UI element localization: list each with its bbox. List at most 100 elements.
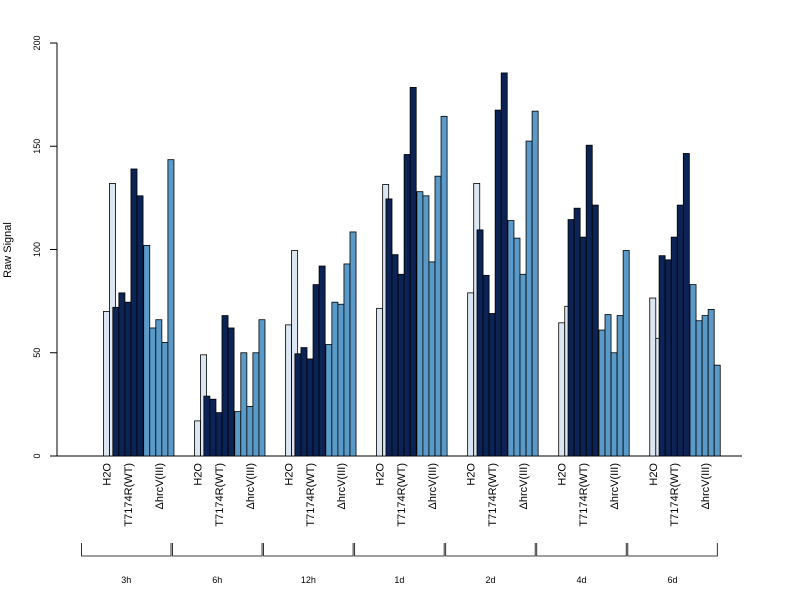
condition-labels: H2O T7174R(WT) ΔhrcV(III) H2O T7174R(WT) Δhrc… xyxy=(101,463,712,527)
y-tick-label: 0 xyxy=(32,453,42,458)
time-bracket xyxy=(263,543,354,557)
bar xyxy=(349,231,357,457)
bar xyxy=(130,168,138,457)
time-label: 12h xyxy=(301,575,316,585)
bar xyxy=(203,395,211,457)
condition-label: T7174R(WT) xyxy=(487,463,499,527)
bar xyxy=(664,259,672,457)
y-axis: 0 50 100 150 200 xyxy=(32,35,58,459)
bar xyxy=(707,308,715,457)
bar xyxy=(118,292,126,457)
bar xyxy=(240,352,248,457)
condition-label: ΔhrcV(III) xyxy=(154,463,166,509)
bar xyxy=(525,140,533,457)
bar xyxy=(604,314,612,457)
bar xyxy=(591,204,599,457)
bar xyxy=(103,311,110,457)
bar xyxy=(376,307,384,457)
bar xyxy=(312,284,320,457)
bar xyxy=(649,297,657,457)
bar xyxy=(300,347,308,457)
time-label: 4d xyxy=(576,575,586,585)
bar xyxy=(143,244,151,457)
bar xyxy=(155,319,163,457)
bar xyxy=(670,236,678,457)
y-tick-label: 100 xyxy=(32,242,42,257)
bar xyxy=(689,284,697,457)
bar xyxy=(124,301,132,457)
bar xyxy=(701,315,709,457)
condition-label: T7174R(WT) xyxy=(669,463,681,527)
bar xyxy=(713,364,721,457)
bar xyxy=(343,263,351,457)
condition-label: H2O xyxy=(101,463,113,486)
time-label: 2d xyxy=(485,575,495,585)
bar xyxy=(112,306,120,457)
time-bracket xyxy=(627,543,718,557)
condition-label: T7174R(WT) xyxy=(123,463,135,527)
time-brackets: 3h 6h 12h 1d 2d 4d 6d xyxy=(81,543,718,585)
bar xyxy=(331,301,339,457)
bar xyxy=(585,144,593,457)
bar xyxy=(482,274,490,457)
bar xyxy=(467,292,475,457)
bar xyxy=(285,324,292,457)
bar xyxy=(695,320,703,457)
bar xyxy=(391,254,399,457)
bar xyxy=(682,153,690,457)
condition-label: T7174R(WT) xyxy=(396,463,408,527)
condition-label: ΔhrcV(III) xyxy=(700,463,712,509)
condition-label: ΔhrcV(III) xyxy=(336,463,348,509)
bar xyxy=(513,237,521,457)
condition-label: T7174R(WT) xyxy=(214,463,226,527)
bar xyxy=(416,191,424,457)
time-bracket xyxy=(445,543,536,557)
time-bracket xyxy=(172,543,263,557)
condition-label: H2O xyxy=(466,463,478,486)
bar xyxy=(476,229,484,457)
bar xyxy=(227,327,235,457)
bar xyxy=(252,352,260,457)
bar xyxy=(434,175,442,457)
bar xyxy=(488,313,496,457)
bar xyxy=(318,265,326,457)
y-axis-title: Raw Signal xyxy=(2,222,14,278)
bar xyxy=(531,110,539,457)
bar xyxy=(658,255,666,457)
condition-label: ΔhrcV(III) xyxy=(427,463,439,509)
condition-label: T7174R(WT) xyxy=(578,463,590,527)
bar xyxy=(676,204,684,457)
y-tick-label: 200 xyxy=(32,35,42,50)
condition-label: T7174R(WT) xyxy=(305,463,317,527)
time-label: 6d xyxy=(668,575,678,585)
bar xyxy=(234,411,242,457)
bar xyxy=(616,315,624,457)
bar xyxy=(422,195,430,457)
bar xyxy=(161,342,169,457)
bars xyxy=(103,72,721,457)
bar xyxy=(610,352,618,457)
bar xyxy=(325,344,333,457)
bar xyxy=(519,273,527,457)
bar xyxy=(573,207,581,457)
bar xyxy=(494,109,502,457)
time-bracket xyxy=(536,543,627,557)
bar xyxy=(567,219,575,457)
condition-label: ΔhrcV(III) xyxy=(518,463,530,509)
bar xyxy=(385,198,393,457)
time-label: 1d xyxy=(394,575,404,585)
condition-label: ΔhrcV(III) xyxy=(245,463,257,509)
bar xyxy=(246,406,254,457)
bar xyxy=(258,319,266,457)
bar xyxy=(428,261,436,457)
bar xyxy=(306,358,314,457)
bar xyxy=(507,220,515,457)
condition-label: H2O xyxy=(284,463,296,486)
bar xyxy=(215,412,223,457)
time-label: 3h xyxy=(121,575,131,585)
time-label: 6h xyxy=(212,575,222,585)
condition-label: H2O xyxy=(557,463,569,486)
bar xyxy=(598,329,606,457)
bar xyxy=(136,195,144,457)
bar xyxy=(403,154,411,457)
